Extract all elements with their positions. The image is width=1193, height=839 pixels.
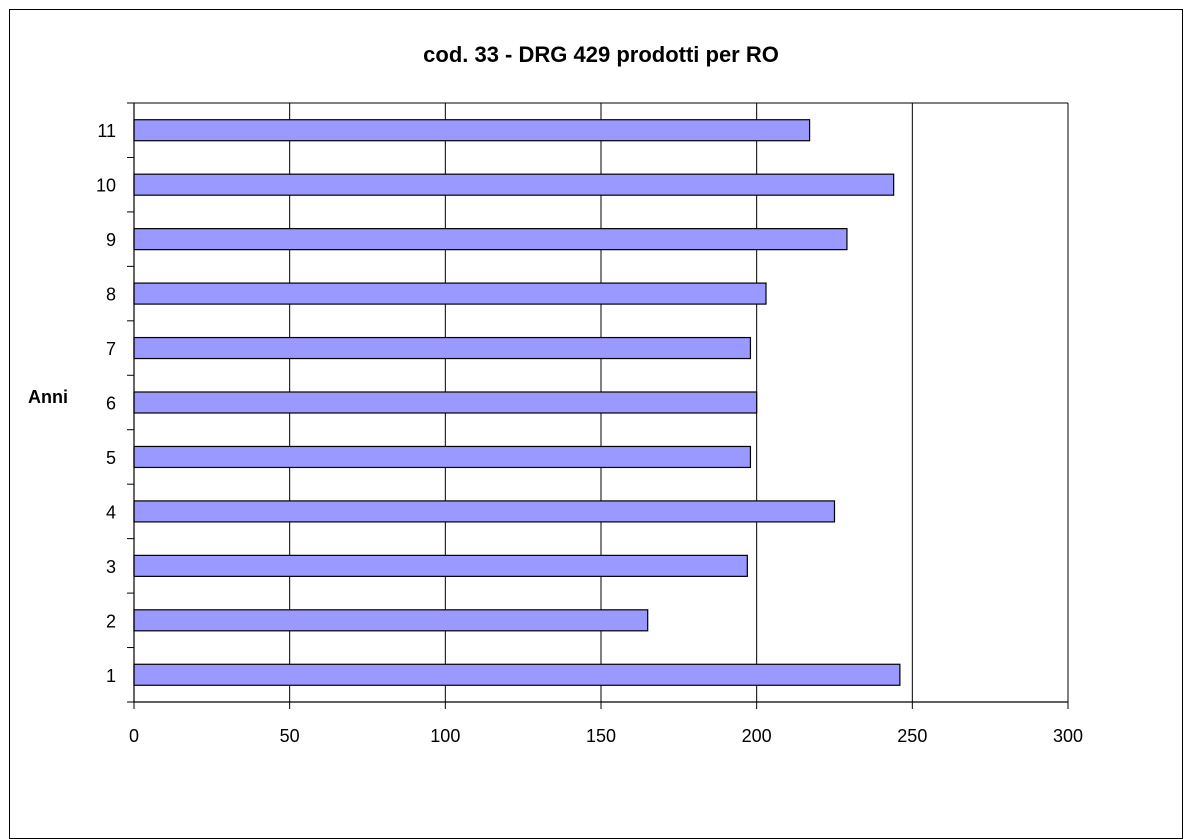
x-tick-labels: 0 50 100 150 200 250 300 [129, 726, 1083, 746]
bar-10 [133, 173, 895, 196]
y-tick-label: 4 [106, 502, 116, 522]
y-tick-label: 10 [96, 176, 116, 196]
x-tick-label: 0 [129, 726, 139, 746]
y-tick-label: 1 [106, 666, 116, 686]
bar-8 [133, 282, 767, 305]
x-tick-label: 100 [430, 726, 460, 746]
y-tick-label: 7 [106, 339, 116, 359]
bar-4 [133, 500, 836, 523]
y-axis-label: Anni [28, 387, 68, 407]
x-tick-label: 50 [280, 726, 300, 746]
y-tick-label: 3 [106, 557, 116, 577]
axes [127, 102, 1069, 709]
y-tick-label: 9 [106, 230, 116, 250]
bar-1 [133, 663, 901, 686]
bar-6 [133, 391, 758, 414]
x-tick-label: 250 [897, 726, 927, 746]
y-tick-labels: 1 2 3 4 5 6 7 8 9 10 11 [96, 121, 116, 686]
bar-11 [133, 119, 811, 142]
grid-lines [134, 102, 1069, 702]
bars [133, 119, 901, 686]
y-tick-label: 2 [106, 611, 116, 631]
x-tick-label: 150 [586, 726, 616, 746]
y-tick-label: 5 [106, 448, 116, 468]
y-tick-label: 8 [106, 285, 116, 305]
bar-7 [133, 336, 752, 360]
bar-chart: cod. 33 - DRG 429 prodotti per RO Anni 0… [28, 42, 1083, 746]
y-tick-label: 6 [106, 394, 116, 414]
chart-title: cod. 33 - DRG 429 prodotti per RO [423, 42, 779, 67]
bar-5 [133, 445, 752, 469]
x-tick-label: 200 [742, 726, 772, 746]
chart-frame [9, 9, 1183, 839]
bar-3 [133, 554, 748, 577]
bar-2 [133, 609, 649, 632]
y-tick-label: 11 [97, 121, 116, 141]
bar-9 [133, 228, 848, 251]
x-tick-label: 300 [1053, 726, 1083, 746]
